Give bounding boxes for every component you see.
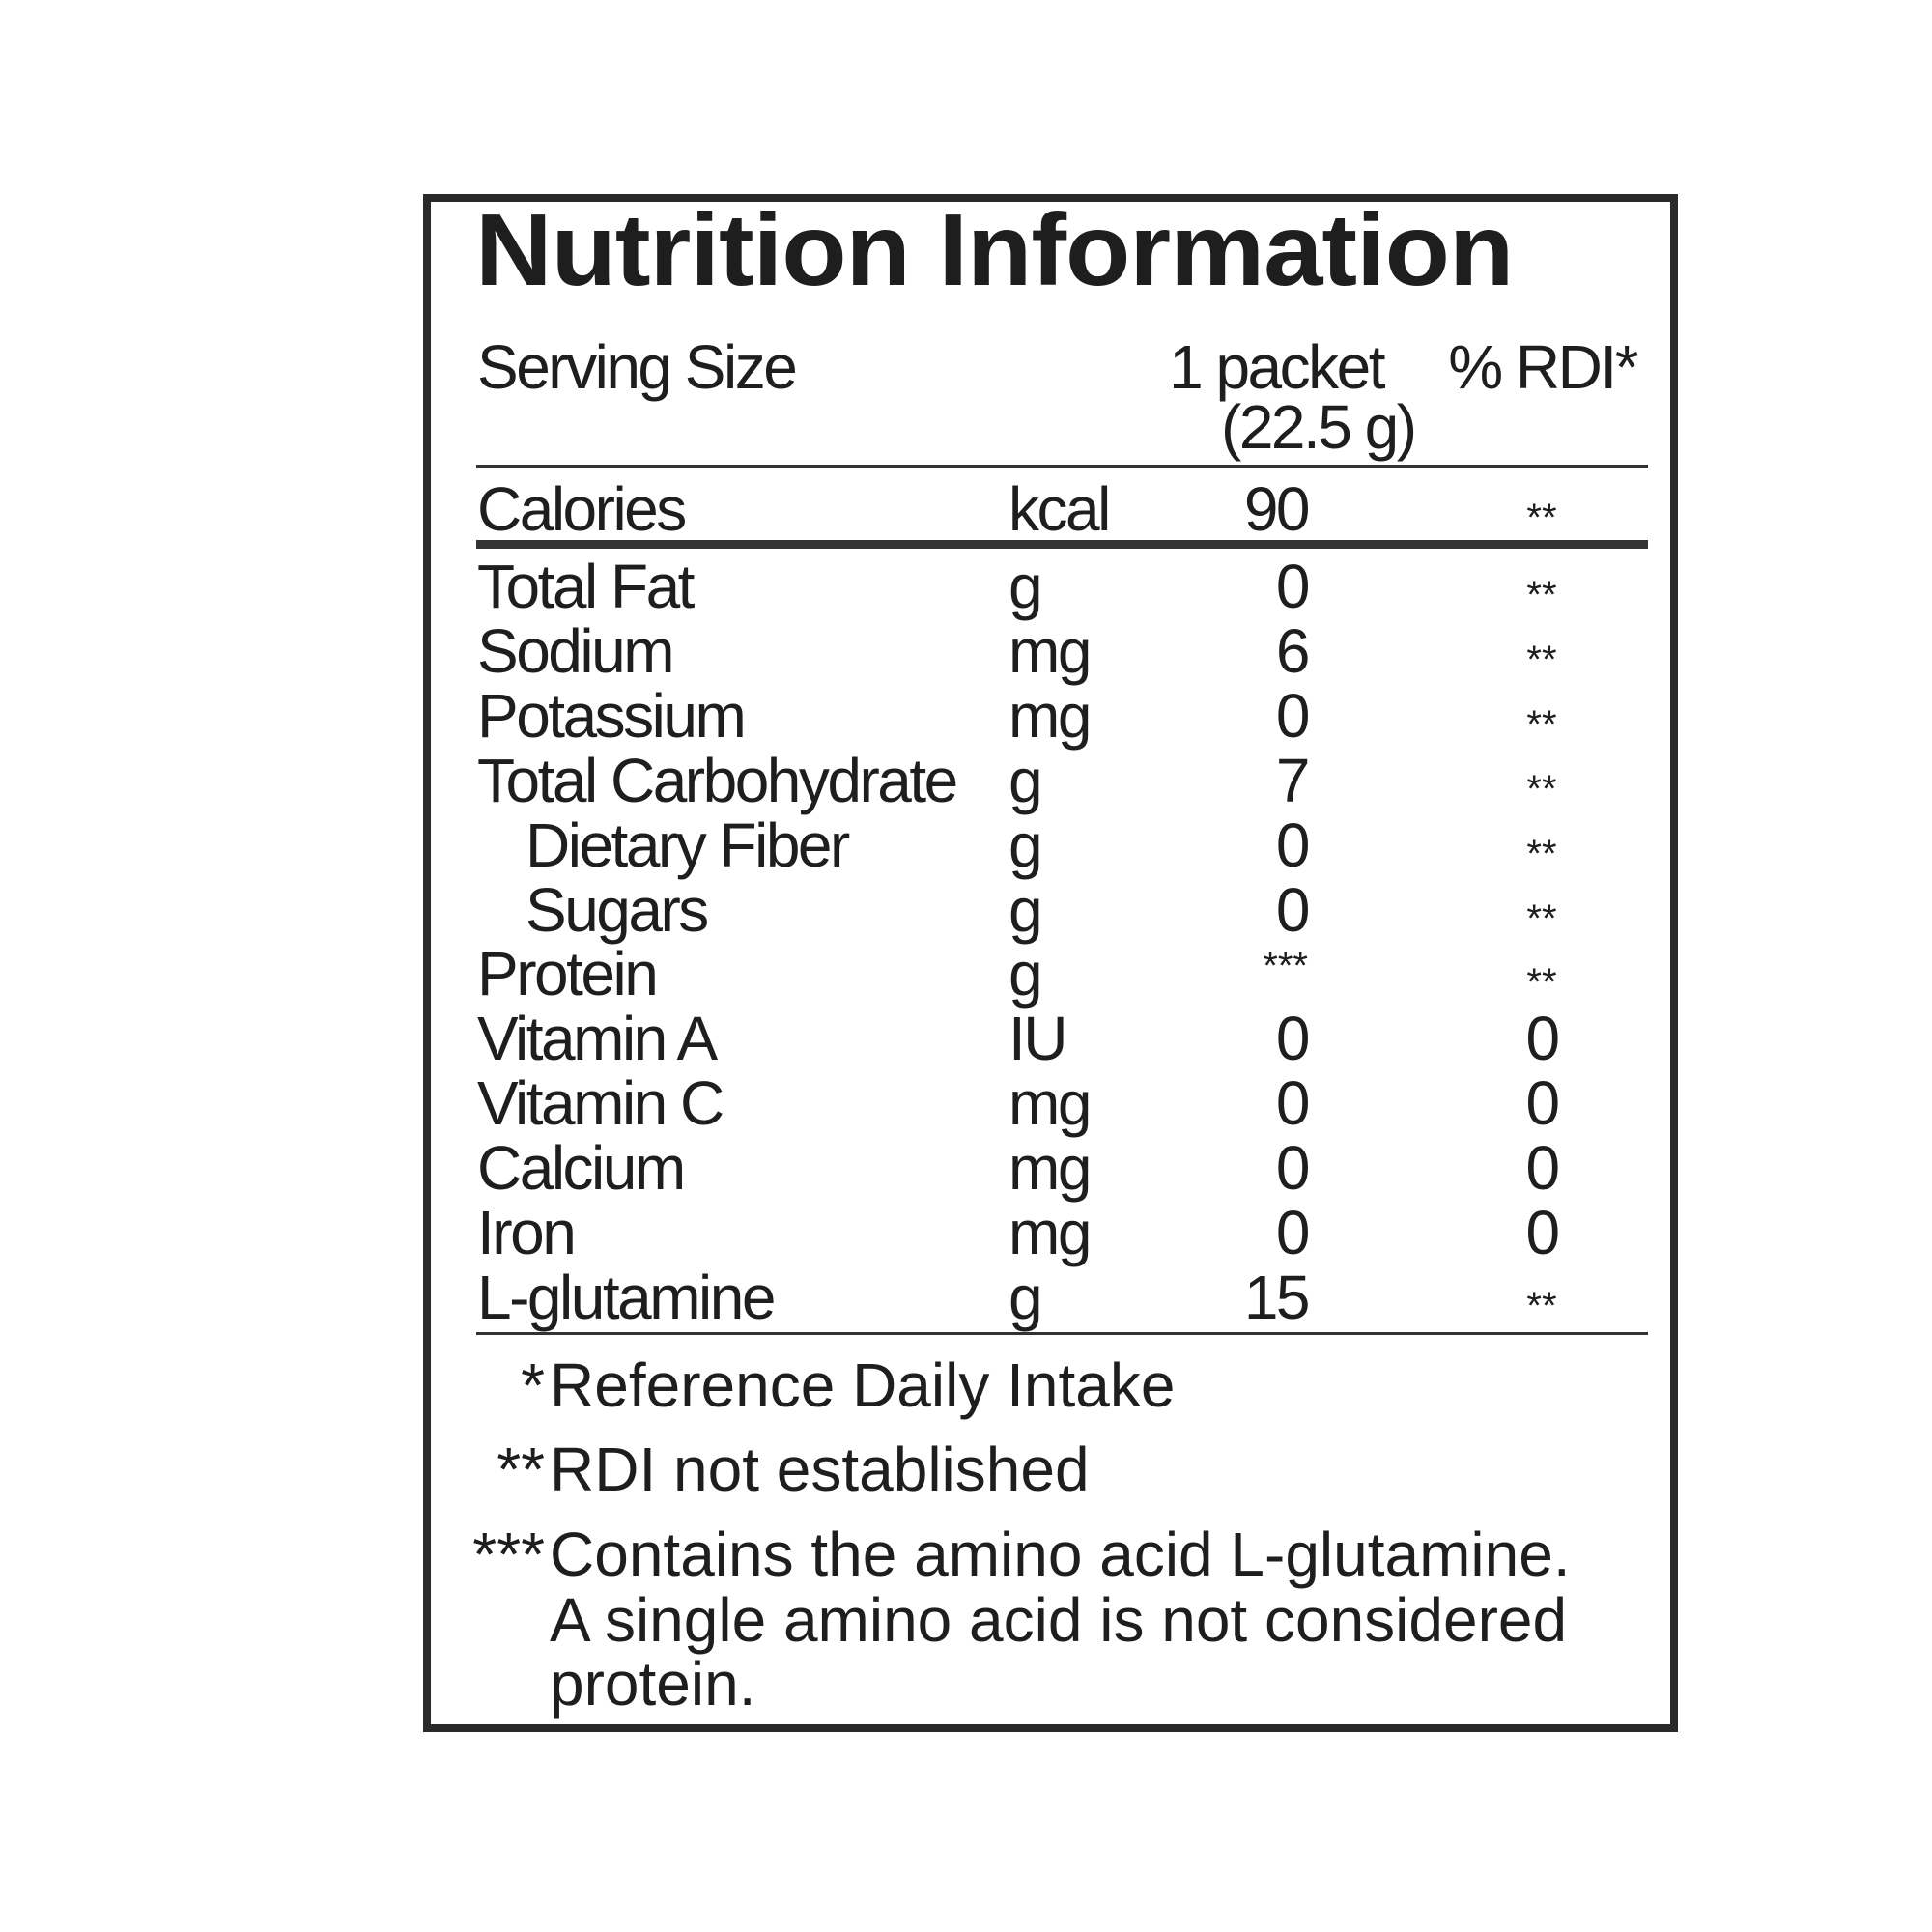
footnote-3-mark: *** (472, 1520, 545, 1589)
nutrient-name: Sodium (477, 615, 675, 686)
calories-row: Calories kcal 90 ** (431, 478, 1670, 542)
nutrient-rdi: 0 (1525, 1133, 1560, 1204)
nutrient-rdi: ** (1526, 896, 1557, 940)
nutrient-name: Sugars (526, 874, 709, 945)
nutrient-row: Potassium mg 0 ** (431, 685, 1670, 749)
nutrient-name: Vitamin C (477, 1068, 724, 1139)
nutrient-value: 0 (1275, 874, 1311, 945)
nutrient-name: Iron (477, 1198, 577, 1267)
nutrient-unit: IU (1009, 1004, 1068, 1074)
nutrient-value: 0 (1275, 552, 1311, 621)
nutrient-name: Potassium (477, 680, 747, 751)
nutrient-row: Iron mg 0 0 (431, 1202, 1670, 1265)
nutrient-rdi: 0 (1525, 1004, 1560, 1074)
nutrient-unit: mg (1009, 615, 1092, 686)
footnote-2-mark: ** (497, 1435, 545, 1504)
nutrient-name: Calcium (477, 1133, 686, 1204)
nutrition-label: Nutrition Information Serving Size 1 pac… (423, 193, 1678, 1732)
nutrient-row: Vitamin A IU 0 0 (431, 1008, 1670, 1071)
nutrient-row: Total Fat g 0 ** (431, 555, 1670, 619)
nutrient-unit: g (1009, 939, 1043, 1009)
nutrient-unit: mg (1009, 680, 1092, 751)
footnote-3-line-3: protein. (550, 1649, 756, 1719)
nutrient-unit: g (1009, 810, 1043, 880)
footnote-3-line-2: A single amino acid is not considered (550, 1585, 1568, 1655)
nutrient-row: Sodium mg 6 ** (431, 620, 1670, 684)
nutrient-value: *** (1263, 945, 1308, 988)
serving-size-label: Serving Size (477, 332, 798, 402)
nutrient-rdi: ** (1526, 638, 1557, 681)
nutrient-unit: mg (1009, 1068, 1092, 1139)
rdi-header: % RDI* (1448, 332, 1638, 402)
footnote-1-mark: * (521, 1350, 545, 1420)
nutrient-rdi: 0 (1525, 1198, 1560, 1267)
nutrient-row: L-glutamine g 15 ** (431, 1266, 1670, 1330)
calories-unit: kcal (1009, 474, 1111, 544)
nutrient-value: 0 (1275, 1198, 1311, 1267)
nutrient-row: Sugars g 0 ** (431, 879, 1670, 943)
nutrient-name: Dietary Fiber (526, 810, 850, 880)
nutrient-unit: g (1009, 552, 1043, 621)
nutrient-unit: g (1009, 1262, 1043, 1332)
nutrient-unit: mg (1009, 1133, 1092, 1204)
nutrient-value: 0 (1275, 810, 1311, 880)
nutrient-unit: mg (1009, 1198, 1092, 1267)
nutrient-value: 7 (1275, 745, 1311, 815)
nutrient-row: Dietary Fiber g 0 ** (431, 814, 1670, 878)
nutrient-rdi: ** (1526, 574, 1557, 616)
nutrient-value: 0 (1275, 1133, 1311, 1204)
nutrient-value: 15 (1243, 1262, 1311, 1332)
nutrient-row: Protein g *** ** (431, 943, 1670, 1007)
calories-rdi: ** (1526, 497, 1557, 539)
calories-value: 90 (1243, 474, 1311, 544)
nutrient-rdi: ** (1526, 832, 1557, 875)
divider-thick (476, 540, 1648, 549)
nutrient-row: Calcium mg 0 0 (431, 1137, 1670, 1201)
nutrient-name: Total Carbohydrate (477, 745, 958, 815)
nutrient-name: L-glutamine (477, 1262, 776, 1332)
footnote-1-text: Reference Daily Intake (550, 1350, 1176, 1420)
nutrient-unit: g (1009, 874, 1043, 945)
nutrient-rdi: ** (1526, 1284, 1557, 1327)
nutrient-value: 0 (1275, 1004, 1311, 1074)
nutrient-rdi: ** (1526, 767, 1557, 810)
footnote-2-text: RDI not established (550, 1435, 1090, 1504)
nutrient-value: 6 (1275, 615, 1311, 686)
nutrient-unit: g (1009, 745, 1043, 815)
nutrient-rdi: 0 (1525, 1068, 1560, 1139)
serving-amount: 1 packet (1169, 332, 1385, 402)
divider-bottom (476, 1332, 1648, 1335)
divider-thin (476, 465, 1648, 468)
nutrient-name: Vitamin A (477, 1004, 718, 1074)
nutrient-rdi: ** (1526, 961, 1557, 1005)
label-title: Nutrition Information (475, 193, 1514, 307)
footnote-3-line-1: Contains the amino acid L-glutamine. (550, 1520, 1571, 1589)
nutrient-value: 0 (1275, 680, 1311, 751)
nutrient-name: Total Fat (477, 552, 695, 621)
nutrient-row: Total Carbohydrate g 7 ** (431, 750, 1670, 813)
nutrient-rdi: ** (1526, 702, 1557, 746)
nutrient-name: Protein (477, 939, 659, 1009)
nutrient-value: 0 (1275, 1068, 1311, 1139)
serving-weight: (22.5 g) (1221, 392, 1417, 462)
calories-label: Calories (477, 474, 687, 544)
